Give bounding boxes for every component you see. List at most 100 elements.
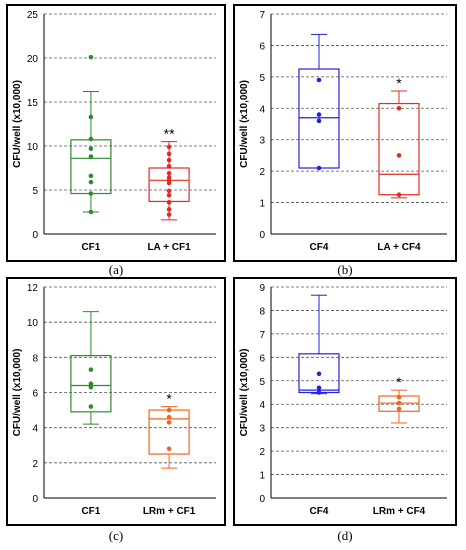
y-tick-label: 25 — [27, 10, 39, 21]
significance-marker: * — [166, 391, 172, 407]
data-point — [316, 385, 322, 391]
data-point — [88, 54, 94, 60]
panel-caption-d: (d) — [337, 528, 353, 543]
data-point — [88, 404, 94, 409]
data-point — [166, 151, 172, 157]
y-tick-label: 1 — [259, 199, 265, 210]
x-category-label: CF4 — [310, 506, 329, 517]
chart-panel-c: 0 2 4 6 8 10 12 CFU/well (x10,000) CF1 * LRm + CF1 — [6, 277, 226, 526]
y-axis-label: CFU/well (x10,000) — [12, 80, 23, 168]
x-category-label: CF4 — [310, 242, 329, 253]
data-point — [166, 180, 172, 186]
x-category-label: LRm + CF1 — [143, 506, 196, 517]
y-tick-label: 5 — [32, 186, 38, 197]
y-axis-label: CFU/well (x10,000) — [12, 349, 23, 437]
data-point — [166, 446, 172, 452]
y-tick-label: 6 — [259, 353, 265, 364]
y-tick-label: 6 — [259, 41, 265, 52]
chart-panel-a: 0 5 10 15 20 25 CFU/well (x10,000) CF1 ** LA + CF… — [6, 4, 226, 262]
data-point — [166, 212, 172, 217]
y-tick-label: 20 — [27, 54, 39, 65]
x-category-label: CF1 — [81, 506, 100, 517]
data-point — [316, 77, 322, 83]
data-point — [316, 118, 322, 124]
data-point — [316, 371, 322, 377]
y-tick-label: 7 — [259, 330, 265, 341]
y-tick-label: 5 — [259, 73, 265, 84]
data-point — [316, 165, 322, 171]
data-point — [166, 192, 172, 198]
box-group: ** — [148, 126, 190, 221]
data-point — [396, 406, 402, 412]
y-tick-label: 2 — [259, 167, 265, 178]
data-point — [166, 414, 172, 420]
data-point — [316, 112, 322, 117]
data-point — [88, 179, 94, 185]
box-group — [70, 54, 112, 215]
box-plot-a: 0 5 10 15 20 25 CFU/well (x10,000) CF1 ** LA + CF… — [6, 4, 226, 262]
data-point — [88, 367, 94, 372]
x-category-label: LA + CF1 — [147, 242, 191, 253]
y-tick-label: 5 — [259, 377, 265, 388]
y-tick-label: 10 — [27, 318, 39, 329]
data-point — [396, 394, 402, 400]
y-tick-label: 0 — [259, 230, 265, 241]
panel-frame — [6, 277, 226, 526]
y-tick-label: 8 — [259, 306, 265, 317]
panel-caption-c: (c) — [108, 528, 124, 543]
y-tick-label: 0 — [32, 230, 38, 241]
box-iqr — [70, 354, 112, 413]
chart-panel-b: 0 1 2 3 4 5 6 7 CFU/well (x10,000) CF4 * LA + CF4 — [233, 4, 457, 262]
y-tick-label: 6 — [32, 389, 38, 400]
y-tick-label: 4 — [259, 104, 265, 115]
data-point — [166, 200, 172, 205]
data-point — [88, 136, 94, 142]
box-group — [70, 311, 112, 425]
data-point — [166, 420, 172, 425]
significance-marker: * — [396, 374, 402, 390]
data-point — [396, 105, 402, 111]
data-point — [88, 384, 94, 390]
data-point — [88, 114, 94, 120]
y-tick-label: 9 — [259, 283, 265, 294]
data-point — [316, 390, 322, 395]
data-point — [166, 188, 172, 194]
panel-frame — [233, 277, 457, 526]
y-tick-label: 0 — [32, 494, 38, 505]
y-tick-label: 8 — [32, 353, 38, 364]
x-category-label: CF1 — [81, 242, 100, 253]
y-tick-label: 1 — [259, 471, 265, 482]
panel-caption-b: (b) — [337, 262, 353, 277]
y-tick-label: 15 — [27, 98, 39, 109]
data-point — [166, 163, 172, 169]
y-tick-label: 4 — [32, 424, 38, 435]
data-point — [166, 144, 172, 150]
y-tick-label: 10 — [27, 142, 39, 153]
chart-panel-d: 0 1 2 3 4 5 6 7 8 9 CFU/well (x10,000) CF4 * LRm + CF… — [233, 277, 457, 526]
y-tick-label: 4 — [259, 400, 265, 411]
y-tick-label: 2 — [32, 459, 38, 470]
box-group — [298, 294, 340, 395]
significance-marker: ** — [164, 126, 175, 142]
box-plot-c: 0 2 4 6 8 10 12 CFU/well (x10,000) CF1 * LRm + CF1 — [6, 277, 226, 526]
y-tick-label: 3 — [259, 424, 265, 435]
data-point — [88, 173, 94, 179]
data-point — [396, 153, 402, 158]
x-category-label: LA + CF4 — [377, 242, 421, 253]
y-tick-label: 3 — [259, 136, 265, 147]
box-plot-d: 0 1 2 3 4 5 6 7 8 9 CFU/well (x10,000) CF4 * LRm + CF… — [233, 277, 457, 526]
box-group: * — [378, 374, 420, 424]
y-axis-label: CFU/well (x10,000) — [239, 349, 250, 437]
data-point — [88, 191, 94, 196]
data-point — [88, 154, 94, 159]
y-tick-label: 12 — [27, 283, 39, 294]
data-point — [88, 146, 94, 151]
data-point — [166, 157, 172, 163]
data-point — [166, 207, 172, 212]
box-plot-b: 0 1 2 3 4 5 6 7 CFU/well (x10,000) CF4 * LA + CF4 — [233, 4, 457, 262]
y-tick-label: 2 — [259, 447, 265, 458]
y-tick-label: 0 — [259, 494, 265, 505]
panel-frame — [233, 4, 457, 262]
panel-caption-a: (a) — [108, 262, 124, 277]
data-point — [396, 400, 402, 406]
